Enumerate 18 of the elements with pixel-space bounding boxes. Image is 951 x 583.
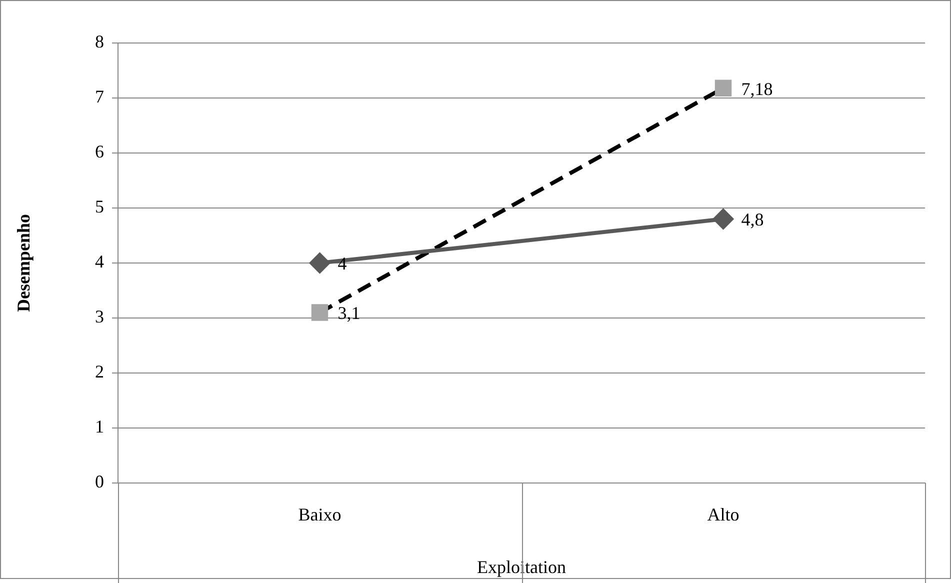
point <box>713 209 734 229</box>
x-tick-label: Baixo <box>298 504 342 525</box>
y-tick-label: 2 <box>95 362 104 382</box>
point <box>310 253 330 273</box>
y-tick-label: 8 <box>95 32 104 52</box>
y-tick-label: 3 <box>95 306 104 327</box>
y-tick-label: 1 <box>95 416 104 437</box>
y-tick-label: 6 <box>95 142 104 162</box>
y-tick-label: 4 <box>95 252 104 272</box>
x-tick-label: Alto <box>707 504 740 525</box>
y-tick-label: 0 <box>95 472 104 492</box>
data-label: 4,8 <box>741 210 764 230</box>
y-tick-label: 7 <box>95 86 104 107</box>
data-label: 7,18 <box>741 78 773 99</box>
x-axis-title: Exploitation <box>477 556 566 577</box>
y-tick-label: 5 <box>95 196 104 217</box>
data-label: 3,1 <box>338 303 360 324</box>
y-axis-title: Desempenho <box>13 214 34 312</box>
